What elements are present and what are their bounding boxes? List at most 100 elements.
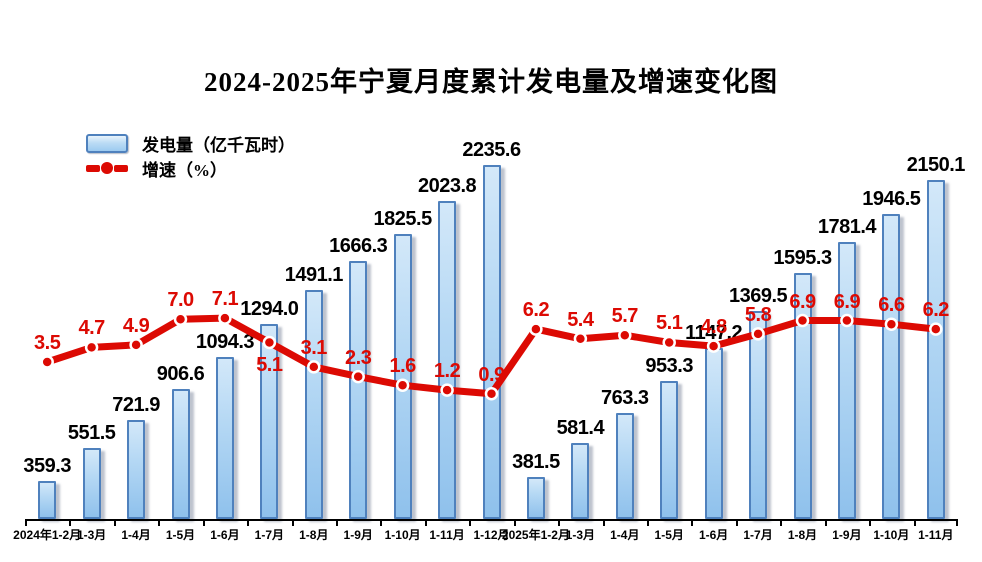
bar: [82, 448, 101, 519]
bar-value-label: 2023.8: [417, 175, 477, 197]
bar: [171, 389, 190, 519]
x-axis-label: 1-9月: [343, 528, 373, 542]
growth-value-label: 1.2: [433, 360, 461, 383]
growth-value-label: 6.9: [789, 290, 816, 313]
bar-value-label: 763.3: [601, 387, 649, 409]
growth-point: [129, 338, 143, 352]
legend-item-generation: 发电量（亿千瓦时）: [86, 131, 295, 156]
axis-tick: [824, 520, 827, 526]
growth-point: [40, 355, 54, 369]
x-axis-line: [25, 519, 958, 521]
bar: [926, 180, 945, 519]
axis-tick: [202, 520, 205, 526]
axis-tick: [558, 520, 561, 526]
growth-value-label: 4.7: [78, 317, 105, 340]
bar-value-label: 1781.4: [817, 216, 877, 238]
legend-label-growth: 增速（%）: [142, 161, 227, 180]
bar-value-label: 581.4: [556, 417, 605, 439]
bar-value-label: 1094.3: [195, 331, 255, 353]
bar-value-label: 2235.6: [462, 139, 521, 161]
x-axis-label: 1-8月: [787, 528, 818, 542]
growth-value-label: 6.6: [878, 294, 905, 317]
bar-value-label: 1491.1: [284, 264, 344, 286]
bar-value-label: 721.9: [112, 394, 160, 416]
growth-point: [929, 322, 943, 336]
growth-point: [395, 378, 410, 392]
x-axis-label: 1-10月: [873, 528, 910, 542]
bar: [749, 311, 768, 519]
axis-tick: [113, 520, 116, 526]
line-series-swatch: [86, 161, 128, 176]
bar-value-label: 1825.5: [373, 208, 433, 230]
growth-point: [662, 335, 676, 350]
x-axis-label: 1-11月: [918, 528, 954, 542]
bar: [660, 381, 679, 519]
bar: [349, 261, 368, 519]
growth-value-label: 0.9: [478, 363, 505, 386]
growth-value-label: 4.9: [122, 314, 150, 337]
axis-tick: [691, 520, 694, 526]
bar: [260, 324, 279, 519]
x-axis-label: 1-8月: [299, 528, 329, 542]
bar-value-label: 551.5: [67, 422, 116, 444]
growth-value-label: 3.5: [34, 332, 61, 354]
legend-label-generation: 发电量（亿千瓦时）: [142, 136, 295, 155]
x-axis-label: 1-3月: [76, 528, 107, 542]
axis-tick: [513, 520, 516, 526]
axis-tick: [780, 520, 783, 526]
axis-tick: [735, 520, 738, 526]
axis-tick: [869, 520, 872, 526]
growth-point: [440, 383, 454, 397]
growth-point: [751, 327, 765, 341]
axis-tick: [69, 520, 72, 526]
growth-value-label: 5.4: [567, 308, 594, 331]
bar: [127, 420, 146, 519]
chart-title: 2024-2025年宁夏月度累计发电量及增速变化图: [204, 67, 778, 97]
axis-tick: [247, 520, 250, 526]
x-axis-label: 1-5月: [165, 528, 196, 542]
axis-tick: [647, 520, 649, 526]
bar: [615, 413, 634, 519]
bar: [38, 481, 57, 519]
axis-tick: [158, 520, 161, 526]
bar-value-label: 1946.5: [862, 188, 921, 210]
growth-value-label: 6.9: [833, 290, 861, 313]
x-axis-label: 1-4月: [610, 528, 640, 542]
bar-value-label: 953.3: [645, 355, 693, 377]
bar: [438, 201, 457, 519]
axis-tick: [336, 520, 338, 526]
bar-value-label: 906.6: [156, 363, 205, 385]
bar: [526, 477, 545, 519]
bar: [837, 242, 856, 519]
growth-point: [795, 313, 810, 328]
growth-point: [351, 369, 365, 384]
growth-value-label: 5.7: [611, 305, 639, 328]
growth-point: [529, 322, 543, 336]
growth-value-label: 5.1: [656, 312, 683, 335]
growth-value-label: 6.2: [922, 299, 950, 322]
x-axis-label: 2025年1-2月: [501, 528, 570, 542]
x-axis-label: 1-5月: [654, 528, 684, 542]
bar: [482, 165, 501, 519]
growth-point: [173, 312, 188, 327]
bar: [882, 214, 901, 519]
bar-value-label: 359.3: [23, 455, 71, 477]
growth-value-label: 7.1: [211, 288, 239, 311]
axis-tick: [602, 520, 605, 526]
line-dash-icon: [86, 165, 100, 172]
growth-value-label: 7.0: [167, 289, 194, 312]
growth-value-label: 5.8: [744, 303, 772, 326]
growth-point: [218, 311, 232, 325]
growth-line: [40, 311, 943, 401]
growth-point: [262, 335, 277, 350]
bar: [393, 234, 412, 519]
growth-point: [840, 313, 854, 328]
bar-value-label: 381.5: [512, 451, 560, 473]
line-dash-icon: [114, 165, 128, 172]
growth-value-label: 4.8: [700, 316, 727, 339]
growth-point: [84, 340, 99, 355]
x-axis-label: 1-10月: [384, 528, 421, 542]
bar: [793, 273, 812, 519]
axis-tick: [25, 520, 27, 526]
